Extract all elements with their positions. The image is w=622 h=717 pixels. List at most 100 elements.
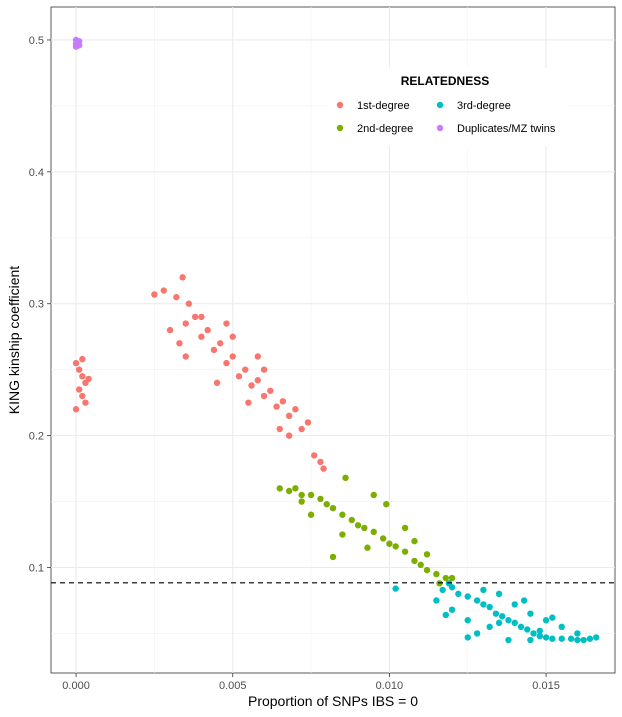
legend-key (436, 124, 444, 132)
legend-background (328, 68, 570, 146)
point-2nd-degree (307, 511, 315, 518)
point-1st-degree (204, 326, 211, 334)
point-1st-degree (182, 320, 189, 327)
point-2nd-degree (361, 524, 368, 532)
y-tick-label: 0.1 (29, 562, 44, 574)
x-axis-title: Proportion of SNPs IBS = 0 (248, 693, 418, 709)
point-1st-degree (223, 320, 230, 327)
point-2nd-degree (276, 485, 283, 492)
point-3rd-degree (495, 619, 503, 627)
point-2nd-degree (383, 500, 390, 508)
point-1st-degree (267, 387, 274, 394)
point-2nd-degree (423, 551, 431, 558)
point-3rd-degree (520, 597, 528, 604)
point-3rd-degree (549, 614, 556, 621)
point-2nd-degree (448, 574, 456, 582)
point-1st-degree (151, 291, 158, 298)
point-3rd-degree (464, 617, 471, 624)
point-1st-degree (160, 287, 167, 294)
point-2nd-degree (364, 544, 371, 551)
point-3rd-degree (558, 635, 565, 642)
point-1st-degree (173, 293, 180, 301)
point-3rd-degree (499, 613, 506, 620)
point-3rd-degree (542, 617, 550, 624)
point-2nd-degree (339, 531, 346, 538)
point-1st-degree (276, 425, 283, 433)
legend-label: Duplicates/MZ twins (457, 123, 556, 135)
point-3rd-degree (542, 634, 550, 641)
point-1st-degree (191, 313, 199, 321)
point-1st-degree (229, 353, 236, 360)
point-1st-degree (223, 359, 230, 367)
point-1st-degree (198, 333, 205, 340)
point-3rd-degree (439, 586, 446, 594)
point-2nd-degree (442, 574, 449, 582)
point-3rd-degree (586, 635, 594, 642)
point-2nd-degree (307, 491, 315, 499)
point-2nd-degree (401, 524, 409, 532)
point-1st-degree (179, 274, 186, 281)
point-1st-degree (248, 382, 255, 389)
y-axis-title: KING kinship coefficient (6, 266, 22, 414)
legend-key (336, 124, 344, 132)
point-1st-degree (235, 373, 243, 380)
point-3rd-degree (558, 623, 565, 631)
point-2nd-degree (298, 491, 305, 499)
point-3rd-degree (505, 617, 512, 624)
x-tick-label: 0.010 (376, 680, 404, 692)
point-1st-degree (79, 392, 86, 400)
point-3rd-degree (495, 590, 503, 598)
point-1st-degree (292, 406, 299, 413)
point-1st-degree (213, 379, 221, 387)
point-1st-degree (317, 458, 324, 466)
point-1st-degree (217, 340, 224, 347)
point-2nd-degree (348, 516, 355, 524)
point-3rd-degree (511, 619, 518, 627)
point-2nd-degree (317, 495, 324, 503)
point-2nd-degree (339, 511, 346, 518)
point-3rd-degree (448, 584, 456, 591)
point-2nd-degree (329, 553, 337, 561)
point-3rd-degree (536, 627, 543, 634)
y-tick-label: 0.4 (29, 167, 44, 179)
point-3rd-degree (442, 611, 449, 619)
point-1st-degree (285, 412, 293, 420)
point-3rd-degree (505, 636, 512, 644)
point-3rd-degree (536, 632, 543, 640)
point-3rd-degree (492, 610, 500, 617)
point-3rd-degree (530, 630, 537, 637)
y-tick-label: 0.5 (29, 35, 44, 47)
legend-entries: 1st-degree 2nd-degree 3rd-degree Duplicates… (336, 100, 556, 135)
point-2nd-degree (411, 557, 418, 565)
point-2nd-degree (342, 474, 349, 482)
point-1st-degree (79, 355, 86, 363)
x-tick-label: 0.015 (532, 680, 560, 692)
point-2nd-degree (370, 491, 377, 499)
point-duplicates-mz-twins (76, 42, 83, 49)
point-1st-degree (254, 377, 261, 384)
point-1st-degree (76, 366, 83, 373)
point-3rd-degree (473, 630, 481, 637)
point-3rd-degree (511, 601, 518, 608)
point-1st-degree (176, 340, 183, 347)
point-1st-degree (245, 399, 252, 406)
point-1st-degree (320, 465, 327, 472)
point-2nd-degree (323, 500, 330, 508)
point-1st-degree (260, 366, 268, 373)
point-1st-degree (279, 398, 287, 405)
point-2nd-degree (379, 535, 387, 542)
point-2nd-degree (329, 504, 337, 512)
point-2nd-degree (386, 540, 393, 547)
point-1st-degree (298, 425, 305, 433)
point-3rd-degree (464, 593, 471, 600)
point-2nd-degree (411, 537, 418, 545)
point-1st-degree (182, 353, 189, 360)
point-1st-degree (273, 403, 280, 410)
point-1st-degree (198, 313, 205, 321)
legend-label: 3rd-degree (457, 100, 511, 112)
point-3rd-degree (580, 636, 587, 644)
point-2nd-degree (423, 566, 431, 574)
point-3rd-degree (480, 586, 487, 594)
point-3rd-degree (392, 585, 399, 592)
point-2nd-degree (433, 570, 440, 578)
